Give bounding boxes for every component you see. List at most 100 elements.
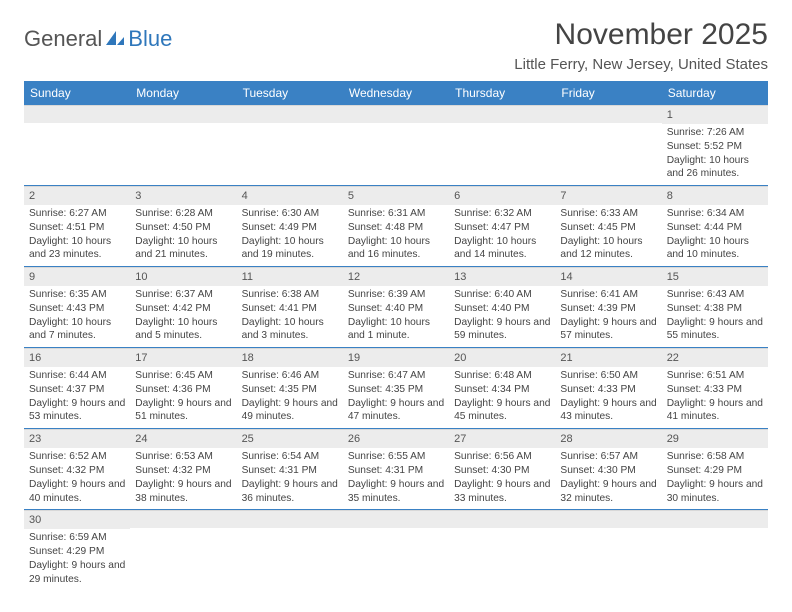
calendar-cell [130,510,236,591]
sunrise-text: Sunrise: 6:31 AM [348,207,444,221]
daylight-text: Daylight: 10 hours and 1 minute. [348,316,444,344]
day-details: Sunrise: 6:44 AMSunset: 4:37 PMDaylight:… [24,367,130,428]
daylight-text: Daylight: 9 hours and 41 minutes. [667,397,763,425]
sunset-text: Sunset: 4:33 PM [560,383,656,397]
day-details: Sunrise: 6:37 AMSunset: 4:42 PMDaylight:… [130,286,236,347]
calendar-cell: 11Sunrise: 6:38 AMSunset: 4:41 PMDayligh… [237,267,343,348]
calendar-cell [449,105,555,186]
sunrise-text: Sunrise: 6:45 AM [135,369,231,383]
daylight-text: Daylight: 10 hours and 19 minutes. [242,235,338,263]
day-details: Sunrise: 6:57 AMSunset: 4:30 PMDaylight:… [555,448,661,509]
day-details: Sunrise: 6:41 AMSunset: 4:39 PMDaylight:… [555,286,661,347]
day-number [449,510,555,528]
daylight-text: Daylight: 10 hours and 5 minutes. [135,316,231,344]
calendar-cell: 23Sunrise: 6:52 AMSunset: 4:32 PMDayligh… [24,429,130,510]
daylight-text: Daylight: 9 hours and 51 minutes. [135,397,231,425]
day-details: Sunrise: 6:56 AMSunset: 4:30 PMDaylight:… [449,448,555,509]
day-details: Sunrise: 6:43 AMSunset: 4:38 PMDaylight:… [662,286,768,347]
sunrise-text: Sunrise: 6:53 AM [135,450,231,464]
day-details: Sunrise: 6:33 AMSunset: 4:45 PMDaylight:… [555,205,661,266]
sunset-text: Sunset: 4:45 PM [560,221,656,235]
daylight-text: Daylight: 9 hours and 29 minutes. [29,559,125,587]
daylight-text: Daylight: 10 hours and 10 minutes. [667,235,763,263]
day-number: 29 [662,429,768,448]
day-number: 4 [237,186,343,205]
sunset-text: Sunset: 4:42 PM [135,302,231,316]
header: General Blue November 2025 Little Ferry,… [24,18,768,73]
sunrise-text: Sunrise: 6:37 AM [135,288,231,302]
day-number [449,105,555,123]
calendar-cell [343,105,449,186]
weekday-header: Monday [130,81,236,105]
calendar-cell: 12Sunrise: 6:39 AMSunset: 4:40 PMDayligh… [343,267,449,348]
calendar-cell: 16Sunrise: 6:44 AMSunset: 4:37 PMDayligh… [24,348,130,429]
sunrise-text: Sunrise: 6:56 AM [454,450,550,464]
sunrise-text: Sunrise: 6:27 AM [29,207,125,221]
daylight-text: Daylight: 9 hours and 38 minutes. [135,478,231,506]
daylight-text: Daylight: 9 hours and 49 minutes. [242,397,338,425]
day-number: 13 [449,267,555,286]
daylight-text: Daylight: 10 hours and 23 minutes. [29,235,125,263]
day-number: 23 [24,429,130,448]
calendar-cell: 29Sunrise: 6:58 AMSunset: 4:29 PMDayligh… [662,429,768,510]
day-details: Sunrise: 6:34 AMSunset: 4:44 PMDaylight:… [662,205,768,266]
day-number: 14 [555,267,661,286]
calendar-cell [237,105,343,186]
daylight-text: Daylight: 10 hours and 12 minutes. [560,235,656,263]
day-details: Sunrise: 6:45 AMSunset: 4:36 PMDaylight:… [130,367,236,428]
day-number: 15 [662,267,768,286]
calendar-cell: 15Sunrise: 6:43 AMSunset: 4:38 PMDayligh… [662,267,768,348]
day-number: 7 [555,186,661,205]
day-details: Sunrise: 6:30 AMSunset: 4:49 PMDaylight:… [237,205,343,266]
day-number: 5 [343,186,449,205]
calendar-cell: 9Sunrise: 6:35 AMSunset: 4:43 PMDaylight… [24,267,130,348]
sunrise-text: Sunrise: 6:52 AM [29,450,125,464]
calendar-cell: 4Sunrise: 6:30 AMSunset: 4:49 PMDaylight… [237,186,343,267]
calendar-cell: 3Sunrise: 6:28 AMSunset: 4:50 PMDaylight… [130,186,236,267]
sunset-text: Sunset: 4:32 PM [29,464,125,478]
title-block: November 2025 Little Ferry, New Jersey, … [514,18,768,73]
calendar-row: 9Sunrise: 6:35 AMSunset: 4:43 PMDaylight… [24,267,768,348]
sunset-text: Sunset: 4:29 PM [29,545,125,559]
day-number: 25 [237,429,343,448]
sunrise-text: Sunrise: 6:59 AM [29,531,125,545]
calendar-cell: 22Sunrise: 6:51 AMSunset: 4:33 PMDayligh… [662,348,768,429]
sunset-text: Sunset: 4:30 PM [560,464,656,478]
calendar-cell: 24Sunrise: 6:53 AMSunset: 4:32 PMDayligh… [130,429,236,510]
daylight-text: Daylight: 9 hours and 36 minutes. [242,478,338,506]
sunset-text: Sunset: 4:34 PM [454,383,550,397]
day-number: 21 [555,348,661,367]
calendar-cell [662,510,768,591]
sunset-text: Sunset: 4:40 PM [454,302,550,316]
calendar-cell: 1Sunrise: 7:26 AMSunset: 5:52 PMDaylight… [662,105,768,186]
day-number: 26 [343,429,449,448]
sunset-text: Sunset: 4:31 PM [348,464,444,478]
day-details: Sunrise: 6:47 AMSunset: 4:35 PMDaylight:… [343,367,449,428]
day-number [130,510,236,528]
weekday-header: Tuesday [237,81,343,105]
calendar-cell: 27Sunrise: 6:56 AMSunset: 4:30 PMDayligh… [449,429,555,510]
sunrise-text: Sunrise: 6:33 AM [560,207,656,221]
calendar-cell [24,105,130,186]
sail-icon [104,29,126,49]
sunrise-text: Sunrise: 6:46 AM [242,369,338,383]
daylight-text: Daylight: 9 hours and 33 minutes. [454,478,550,506]
day-number: 17 [130,348,236,367]
month-title: November 2025 [514,18,768,52]
sunrise-text: Sunrise: 6:54 AM [242,450,338,464]
daylight-text: Daylight: 10 hours and 3 minutes. [242,316,338,344]
calendar-cell: 19Sunrise: 6:47 AMSunset: 4:35 PMDayligh… [343,348,449,429]
day-number [343,105,449,123]
sunset-text: Sunset: 4:43 PM [29,302,125,316]
day-number: 30 [24,510,130,529]
day-number: 3 [130,186,236,205]
calendar-cell [555,510,661,591]
day-number: 16 [24,348,130,367]
daylight-text: Daylight: 10 hours and 7 minutes. [29,316,125,344]
daylight-text: Daylight: 10 hours and 21 minutes. [135,235,231,263]
sunset-text: Sunset: 4:49 PM [242,221,338,235]
calendar-row: 2Sunrise: 6:27 AMSunset: 4:51 PMDaylight… [24,186,768,267]
day-number: 20 [449,348,555,367]
weekday-header: Saturday [662,81,768,105]
sunset-text: Sunset: 4:33 PM [667,383,763,397]
